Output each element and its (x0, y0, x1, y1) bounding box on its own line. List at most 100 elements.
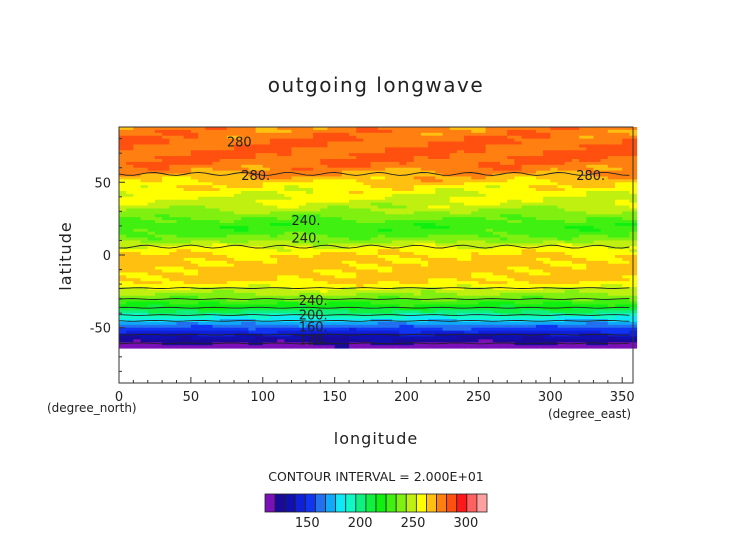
contour-cell (535, 249, 544, 253)
contour-cell (392, 191, 400, 195)
contour-cell (384, 129, 393, 134)
contour-cell (140, 292, 149, 297)
contour-cell (349, 205, 357, 209)
contour-cell (363, 159, 372, 163)
contour-cell (370, 170, 379, 175)
contour-cell (492, 289, 501, 294)
contour-cell (284, 185, 293, 189)
contour-cell (615, 147, 623, 151)
contour-cell (212, 127, 221, 131)
contour-cell (557, 156, 566, 160)
contour-cell (341, 252, 350, 256)
contour-cell (607, 199, 616, 204)
contour-cell (320, 159, 328, 163)
contour-cell (449, 205, 458, 209)
contour-cell (313, 132, 321, 137)
contour-cell (622, 205, 630, 209)
contour-cell (370, 246, 379, 250)
contour-cell (356, 289, 364, 294)
contour-cell (464, 141, 472, 145)
contour-cell (586, 269, 594, 273)
contour-cell (262, 208, 271, 212)
contour-cell (456, 173, 465, 177)
contour-cell (183, 144, 192, 148)
contour-cell (615, 301, 623, 305)
contour-cell (521, 266, 530, 271)
contour-cell (313, 275, 321, 279)
contour-cell (363, 208, 372, 212)
contour-cell (615, 191, 623, 195)
contour-cell (464, 220, 472, 224)
contour-cell (327, 225, 336, 230)
contour-cell (464, 179, 472, 183)
contour-cell (269, 199, 278, 204)
contour-cell (399, 292, 408, 297)
contour-cell (399, 240, 408, 244)
contour-cell (456, 324, 465, 329)
contour-cell (140, 298, 149, 303)
contour-cell (212, 284, 221, 288)
contour-cell (190, 138, 199, 143)
contour-cell (586, 179, 594, 183)
contour-cell (363, 147, 372, 151)
contour-cell (205, 321, 213, 326)
chart-title: outgoing longwave (268, 73, 484, 97)
contour-cell (370, 260, 379, 265)
contour-cell (586, 289, 594, 294)
contour-cell (341, 237, 350, 241)
contour-cell (607, 225, 616, 230)
contour-cell (298, 289, 307, 294)
contour-cell (384, 252, 393, 256)
contour-cell (370, 127, 379, 131)
contour-cell (349, 150, 357, 154)
contour-cell (349, 324, 357, 329)
contour-cell (449, 321, 458, 326)
contour-cell (234, 240, 242, 244)
contour-cell (219, 307, 228, 311)
contour-cell (550, 179, 559, 183)
contour-cell (384, 220, 393, 224)
contour-cell (226, 281, 235, 285)
contour-cell (126, 199, 134, 204)
contour-cell (176, 252, 185, 256)
contour-cell (313, 173, 321, 177)
contour-cell (241, 182, 249, 186)
contour-cell (305, 170, 314, 175)
contour-cell (413, 263, 422, 268)
contour-cell (313, 199, 321, 204)
contour-cell (471, 141, 479, 145)
contour-cell (126, 231, 134, 236)
contour-cell (320, 199, 328, 204)
contour-cell (586, 275, 594, 279)
contour-cell (593, 240, 602, 244)
contour-cell (406, 217, 415, 221)
contour-cell (392, 135, 400, 140)
contour-cell (593, 287, 602, 291)
contour-cell (176, 211, 185, 215)
contour-cell (514, 255, 523, 259)
contour-cell (507, 129, 515, 134)
contour-cell (133, 179, 142, 183)
contour-cell (377, 249, 386, 253)
contour-cell (169, 217, 178, 221)
contour-cell (212, 289, 221, 294)
contour-cell (363, 202, 372, 207)
contour-cell (507, 147, 515, 151)
contour-cell (607, 231, 616, 236)
contour-cell (183, 287, 192, 291)
contour-cell (147, 141, 156, 145)
contour-cell (615, 295, 623, 300)
contour-cell (241, 205, 249, 209)
contour-cell (356, 127, 364, 131)
contour-cell (147, 205, 156, 209)
contour-cell (126, 263, 134, 268)
contour-cell (147, 150, 156, 154)
contour-cell (485, 287, 494, 291)
contour-cell (521, 153, 530, 157)
contour-cell (133, 272, 142, 276)
contour-cell (377, 304, 386, 308)
contour-cell (262, 301, 271, 305)
contour-cell (226, 191, 235, 195)
contour-cell (615, 324, 623, 329)
contour-cell (234, 138, 242, 143)
